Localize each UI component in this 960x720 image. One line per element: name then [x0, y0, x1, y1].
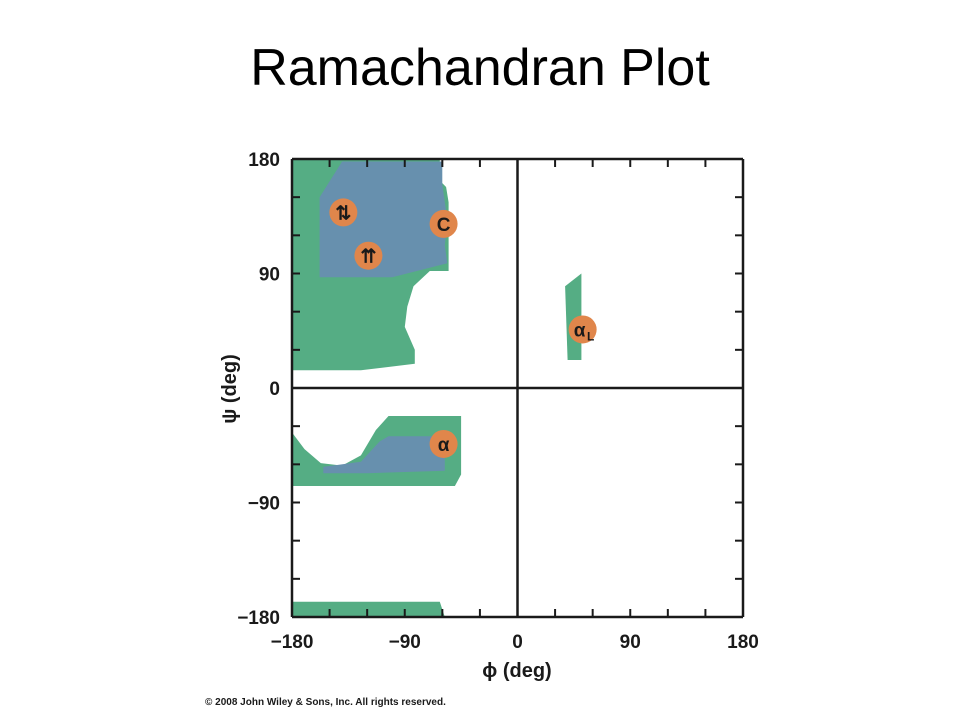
marker-dot — [429, 429, 458, 458]
y-tick-label: 90 — [259, 265, 280, 286]
marker-dot — [568, 315, 597, 344]
x-tick-label: 0 — [512, 632, 523, 653]
slide-title: Ramachandran Plot — [250, 39, 710, 97]
x-tick-label: −90 — [389, 632, 421, 653]
x-tick-label: −180 — [271, 632, 314, 653]
y-tick-label: 180 — [248, 150, 280, 171]
marker-label: α — [438, 435, 450, 456]
x-tick-label: 90 — [620, 632, 641, 653]
x-axis-label: ϕ (deg) — [482, 660, 551, 682]
y-tick-label: −180 — [237, 608, 280, 629]
marker-dot — [329, 198, 358, 227]
conformation-marker: ⇅ — [329, 198, 358, 227]
x-tick-label: 180 — [727, 632, 759, 653]
marker-subscript: L — [587, 329, 594, 343]
favorable-region-1 — [319, 161, 448, 278]
allowed-region-4 — [292, 601, 445, 617]
y-tick-label: 0 — [269, 379, 280, 400]
marker-dot — [429, 209, 458, 238]
favorable-region-3 — [323, 436, 445, 474]
labels-layer: −180 −90 0 90 180 −180 −90 0 90 180 — [237, 150, 759, 653]
marker-label: α — [574, 320, 586, 341]
y-tick-label: −90 — [248, 494, 280, 515]
marker-label: ⇈ — [360, 247, 376, 268]
conformation-marker: α — [429, 429, 458, 458]
marker-label: C — [437, 215, 451, 236]
markers-layer: ⇅C⇈α Lα — [329, 198, 597, 458]
copyright-notice: © 2008 John Wiley & Sons, Inc. All right… — [205, 697, 446, 708]
marker-dot — [354, 241, 383, 270]
marker-label: ⇅ — [335, 203, 351, 224]
conformation-marker: ⇈ — [354, 241, 383, 270]
y-axis-label: ψ (deg) — [219, 354, 241, 424]
ticks-layer — [291, 158, 744, 618]
conformation-marker: C — [429, 209, 458, 238]
